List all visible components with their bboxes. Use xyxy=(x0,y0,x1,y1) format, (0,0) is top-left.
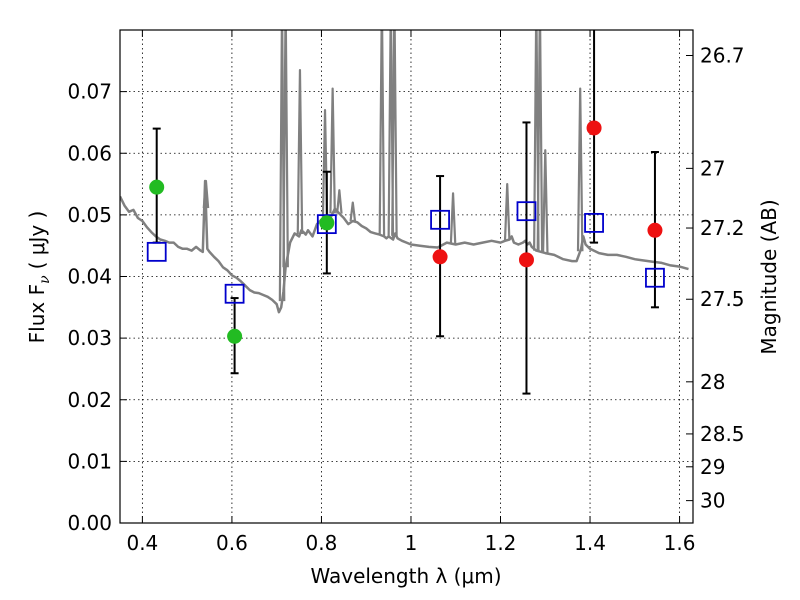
model-flux-square xyxy=(224,283,245,304)
observed-point-green xyxy=(149,179,165,195)
model-flux-square xyxy=(645,267,665,288)
grid-lines xyxy=(120,30,693,524)
y-tick-label: 0.02 xyxy=(67,388,112,412)
magnitude-tick-label: 28.5 xyxy=(700,422,745,446)
magnitude-tick-label: 27.2 xyxy=(700,216,745,240)
model-continuum-line xyxy=(120,179,689,314)
y-tick-label: 0.00 xyxy=(67,511,112,535)
model-emission-line xyxy=(329,87,336,214)
model-flux-square xyxy=(430,209,450,230)
model-emission-line xyxy=(541,149,549,254)
x-axis-ticks: 0.4 0.6 0.8 1 1.2 1.4 1.6 xyxy=(126,30,695,555)
model-emission-line xyxy=(391,30,398,236)
model-emission-line xyxy=(576,87,584,252)
model-emission-line xyxy=(336,189,343,214)
model-emission-line xyxy=(449,192,457,244)
y-tick-label: 0.06 xyxy=(67,141,112,165)
y-axis-ticks: 0.00 0.01 0.02 0.03 0.04 0.05 0.06 0.07 xyxy=(67,80,127,535)
model-sed xyxy=(120,30,689,314)
magnitude-axis-label: Magnitude (AB) xyxy=(757,199,781,354)
model-emission-line xyxy=(503,182,511,241)
y-tick-label: 0.03 xyxy=(67,326,112,350)
x-tick-label: 1.4 xyxy=(574,531,606,555)
y-axis-label-subscript: ν xyxy=(37,275,53,284)
y-tick-label: 0.07 xyxy=(67,80,112,104)
y-axis-label-main: Flux F xyxy=(25,284,49,343)
model-flux-square xyxy=(316,214,337,235)
model-emission-line xyxy=(378,30,386,236)
magnitude-tick-label: 28 xyxy=(700,370,725,394)
x-tick-label: 0.8 xyxy=(306,531,338,555)
x-tick-label: 0.4 xyxy=(126,531,158,555)
x-tick-label: 1.6 xyxy=(664,531,696,555)
y-axis-label: Flux Fν ( μJy ) xyxy=(25,211,53,344)
observed-point-red xyxy=(432,249,448,265)
data-points xyxy=(146,120,665,344)
magnitude-tick-label: 27 xyxy=(700,156,725,180)
observed-point-red xyxy=(647,222,663,238)
x-axis-label: Wavelength λ (μm) xyxy=(310,564,501,588)
x-tick-label: 1.2 xyxy=(485,531,517,555)
model-emission-line xyxy=(202,179,210,209)
observed-point-red xyxy=(586,120,602,136)
magnitude-tick-label: 30 xyxy=(700,489,725,513)
y-axis-label-unit: ( μJy ) xyxy=(25,211,49,270)
observed-point-red xyxy=(518,252,534,268)
magnitude-axis-ticks: 26.7 27 27.2 27.5 28 28.5 29 30 xyxy=(686,43,745,513)
x-tick-label: 1 xyxy=(405,531,418,555)
model-emission-line xyxy=(282,30,289,268)
model-emission-line xyxy=(296,68,304,234)
observed-point-green xyxy=(227,328,243,344)
magnitude-tick-label: 29 xyxy=(700,455,725,479)
model-flux-square xyxy=(146,241,167,262)
y-tick-label: 0.05 xyxy=(67,203,112,227)
y-tick-label: 0.04 xyxy=(67,265,112,289)
model-flux-square xyxy=(584,212,604,233)
observed-point-green xyxy=(319,215,335,231)
x-tick-label: 0.6 xyxy=(216,531,248,555)
model-emission-line xyxy=(536,30,544,252)
model-emission-line xyxy=(349,201,357,222)
y-tick-label: 0.01 xyxy=(67,449,112,473)
model-flux-square xyxy=(516,201,537,222)
magnitude-tick-label: 26.7 xyxy=(700,43,745,67)
magnitude-tick-label: 27.5 xyxy=(700,287,745,311)
